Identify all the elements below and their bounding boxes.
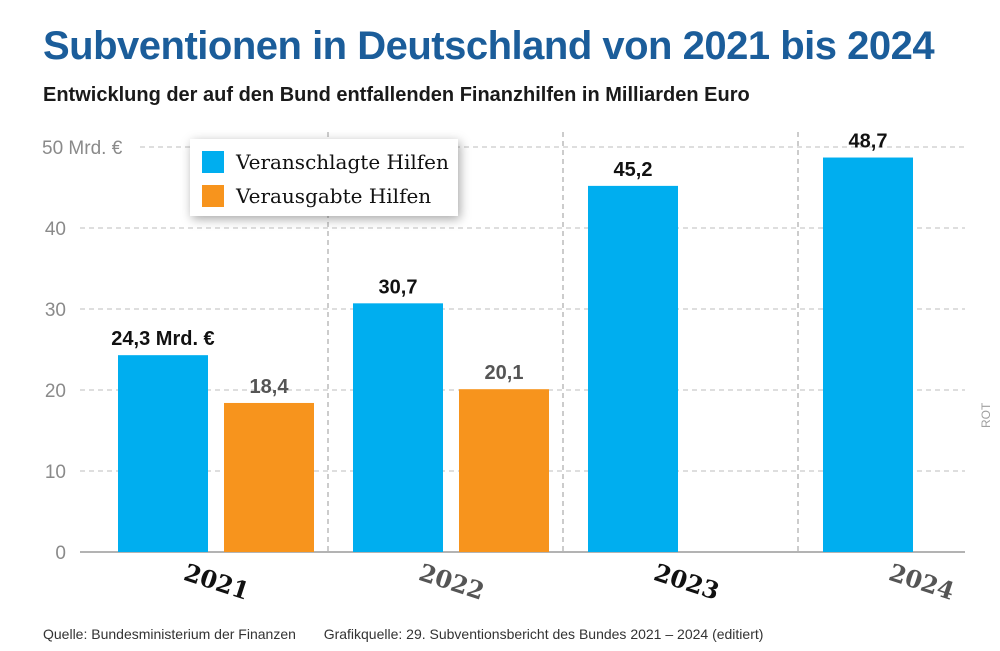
y-tick-label-0: 0 bbox=[55, 543, 66, 564]
bar-2021-spent bbox=[224, 402, 314, 552]
legend-item-spent: Verausgabte Hilfen bbox=[202, 184, 431, 208]
legend-label-spent: Verausgabte Hilfen bbox=[236, 184, 432, 208]
bar-2022-spent bbox=[459, 389, 549, 552]
x-tick-label-2023: 2023 bbox=[651, 558, 723, 606]
value-label-2022-spent: 20,1 bbox=[485, 362, 524, 384]
graphic-source-text: Grafikquelle: 29. Subventionsbericht des… bbox=[323, 626, 764, 642]
legend-swatch-spent bbox=[202, 185, 224, 207]
legend-label-planned: Veranschlagte Hilfen bbox=[236, 150, 449, 174]
legend: Veranschlagte Hilfen Verausgabte Hilfen bbox=[190, 139, 458, 216]
x-tick-label-2022: 2022 bbox=[416, 558, 488, 606]
source-line: Quelle: Bundesministerium der Finanzen G… bbox=[43, 626, 763, 642]
chart-title: Subventionen in Deutschland von 2021 bis… bbox=[43, 24, 935, 68]
bar-2024-planned bbox=[823, 157, 913, 552]
value-label-2021-spent: 18,4 bbox=[250, 376, 290, 398]
y-tick-label-50: 50 Mrd. € bbox=[42, 138, 123, 159]
legend-item-planned: Veranschlagte Hilfen bbox=[202, 150, 449, 174]
y-tick-label-10: 10 bbox=[45, 462, 66, 483]
bar-2021-planned bbox=[118, 355, 208, 552]
value-label-2023-planned: 45,2 bbox=[614, 159, 653, 181]
y-tick-label-20: 20 bbox=[45, 381, 66, 402]
x-tick-label-2021: 2021 bbox=[181, 558, 253, 606]
chart-subtitle: Entwicklung der auf den Bund entfallende… bbox=[43, 84, 750, 106]
value-label-2021-planned: 24,3 Mrd. € bbox=[111, 328, 214, 350]
value-label-2024-planned: 48,7 bbox=[849, 131, 888, 153]
value-label-2022-planned: 30,7 bbox=[379, 276, 418, 298]
legend-swatch-planned bbox=[202, 151, 224, 173]
bar-2023-planned bbox=[588, 185, 678, 552]
bar-2022-planned bbox=[353, 303, 443, 552]
y-tick-label-40: 40 bbox=[45, 219, 66, 240]
y-tick-label-30: 30 bbox=[45, 300, 66, 321]
x-tick-label-2024: 2024 bbox=[886, 558, 958, 606]
source-text: Quelle: Bundesministerium der Finanzen bbox=[43, 626, 296, 642]
credit-text: ROT bbox=[979, 402, 993, 428]
